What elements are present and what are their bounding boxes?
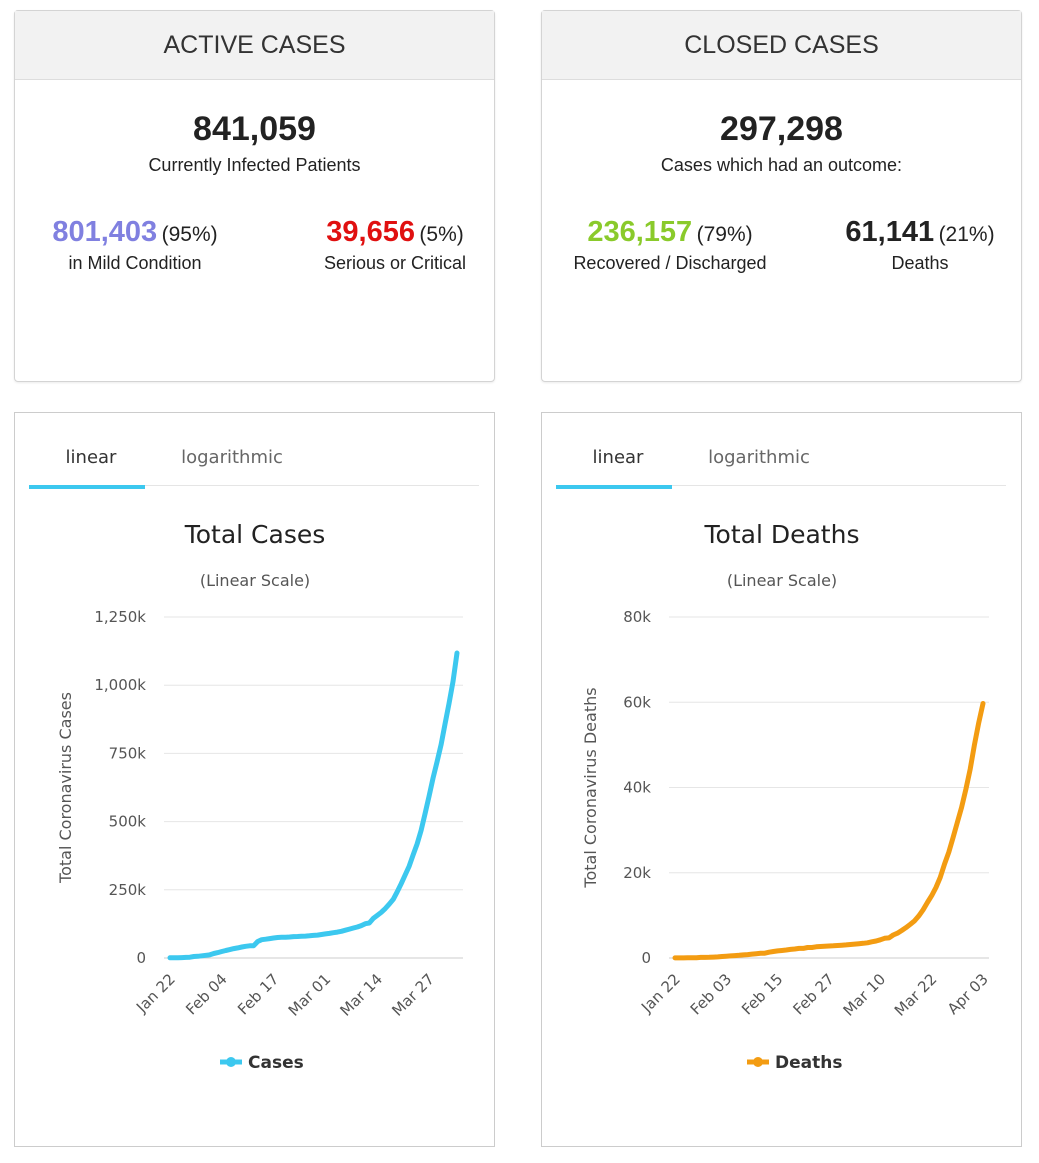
y-tick-label: 80k [623, 608, 651, 626]
percent: (79%) [696, 223, 753, 246]
total: 297,298 [720, 110, 843, 148]
percent: (21%) [938, 223, 995, 246]
x-tick-label: Feb 17 [234, 970, 282, 1018]
x-tick-label: Jan 22 [637, 970, 684, 1017]
value: 801,403 [52, 216, 158, 248]
x-tick-label: Jan 22 [132, 970, 179, 1017]
sub-stat: 236,157 (79%) Recovered / Discharged [550, 216, 790, 274]
x-tick-label: Mar 22 [891, 970, 941, 1020]
label: Deaths [891, 253, 949, 273]
tab[interactable]: logarithmic [181, 447, 283, 468]
y-tick-label: 1,000k [94, 676, 146, 694]
y-tick-label: 0 [641, 949, 651, 967]
tab-underline [556, 485, 672, 489]
x-tick-label: Mar 10 [840, 970, 890, 1020]
chart-title: Total Deaths [704, 520, 860, 549]
sub-stat: 39,656 (5%) Serious or Critical [275, 216, 515, 274]
chart-card: linear logarithmic Total Cases (Linear Scal… [14, 412, 495, 1147]
label: in Mild Condition [68, 253, 202, 273]
y-axis-title: Total Coronavirus Cases [56, 692, 75, 884]
value: 61,141 [845, 216, 935, 248]
y-tick-label: 40k [623, 779, 651, 797]
chart-subtitle: (Linear Scale) [727, 571, 837, 590]
tab-underline [29, 485, 145, 489]
sub-stat: 801,403 (95%) in Mild Condition [15, 216, 255, 274]
card-header: ACTIVE CASES [15, 11, 494, 80]
y-tick-label: 1,250k [94, 608, 146, 626]
percent: (5%) [419, 223, 464, 246]
x-tick-label: Mar 01 [285, 970, 335, 1020]
x-tick-label: Feb 03 [687, 970, 735, 1018]
line [672, 701, 986, 961]
legend-symbol [226, 1057, 236, 1067]
y-tick-label: 250k [109, 881, 147, 899]
sub-stat: 61,141 (21%) Deaths [800, 216, 1039, 274]
tab[interactable]: linear [66, 447, 118, 468]
y-tick-label: 500k [109, 813, 147, 831]
label: Recovered / Discharged [573, 253, 767, 273]
label: Serious or Critical [323, 253, 467, 273]
y-tick-label: 0 [136, 949, 146, 967]
y-tick-label: 750k [109, 744, 147, 762]
value: 39,656 [326, 216, 415, 248]
percent: (95%) [161, 223, 218, 246]
x-tick-label: Feb 27 [789, 970, 837, 1018]
y-axis-title: Total Coronavirus Deaths [581, 687, 600, 888]
chart-title: Total Cases [184, 520, 326, 549]
tab[interactable]: linear [593, 447, 645, 468]
total: 841,059 [193, 110, 316, 148]
legend-label[interactable]: Cases [248, 1053, 304, 1073]
tab-divider [556, 485, 1006, 486]
y-tick-label: 20k [623, 864, 651, 882]
closed-cases-card: CLOSED CASES 297,298 Cases which had an … [541, 10, 1022, 382]
value: 236,157 [587, 216, 693, 248]
chart-subtitle: (Linear Scale) [200, 571, 310, 590]
x-tick-label: Mar 14 [336, 970, 386, 1020]
x-tick-label: Apr 03 [944, 970, 992, 1018]
legend-symbol [753, 1057, 763, 1067]
chart: linear logarithmic Total Deaths (Linear Sca… [556, 447, 1006, 1073]
x-tick-label: Feb 15 [738, 970, 786, 1018]
x-tick-label: Feb 04 [182, 970, 230, 1018]
chart: linear logarithmic Total Cases (Linear Scal… [29, 447, 479, 1073]
total-label: Cases which had an outcome: [660, 155, 903, 175]
card-header: CLOSED CASES [542, 11, 1021, 80]
legend-label[interactable]: Deaths [775, 1053, 842, 1073]
tab[interactable]: logarithmic [708, 447, 810, 468]
chart-card: linear logarithmic Total Deaths (Linear Sca… [541, 412, 1022, 1147]
tab-divider [29, 485, 479, 486]
line [167, 650, 460, 961]
y-tick-label: 60k [623, 693, 651, 711]
total-label: Currently Infected Patients [148, 155, 361, 175]
active-cases-card: ACTIVE CASES 841,059 Currently Infected … [14, 10, 495, 382]
x-tick-label: Mar 27 [388, 970, 438, 1020]
